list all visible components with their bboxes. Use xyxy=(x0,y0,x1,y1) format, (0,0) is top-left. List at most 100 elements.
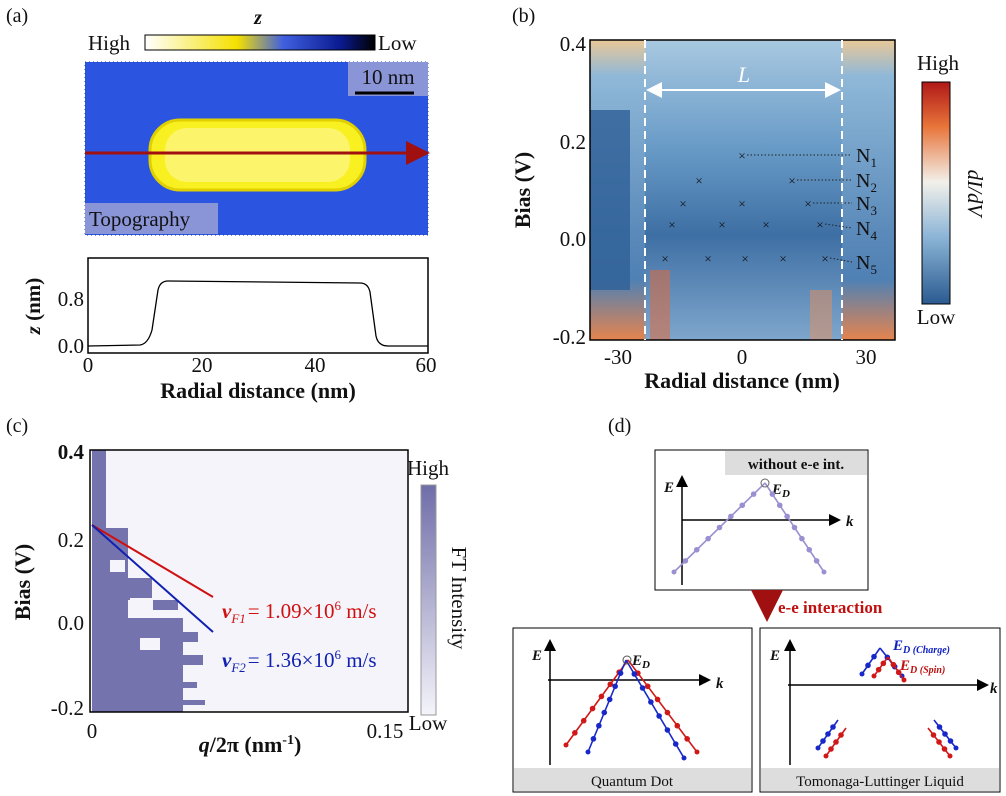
bead xyxy=(639,685,646,691)
state-label: N2 xyxy=(856,170,877,195)
plot-frame xyxy=(589,39,896,341)
colorbar-title: dI/dV xyxy=(963,170,987,219)
diagram-box xyxy=(512,627,753,793)
bead xyxy=(664,709,671,716)
map-region xyxy=(810,290,832,340)
bead xyxy=(865,662,871,669)
x-tick-label: 20 xyxy=(192,353,213,377)
x-tick-label: 60 xyxy=(416,353,437,377)
k-label: k xyxy=(716,676,724,692)
bead xyxy=(825,731,831,737)
y-axis-label: z (nm) xyxy=(21,278,45,336)
end xyxy=(671,569,677,575)
fit-sup: 6 xyxy=(334,647,341,662)
image-label-box xyxy=(85,203,218,234)
title-box xyxy=(725,451,867,475)
leader xyxy=(829,257,853,263)
diagram-title: without e-e int. xyxy=(748,457,844,473)
bead xyxy=(871,653,877,660)
bead xyxy=(601,709,608,716)
dirac-symbol: E xyxy=(771,482,782,498)
cross: × xyxy=(804,196,811,211)
cross: × xyxy=(741,251,748,266)
cross: × xyxy=(738,148,745,163)
y-axis-label: Bias (V) xyxy=(10,544,35,620)
x-label-part: q xyxy=(199,732,210,757)
y-tick-label: 0.2 xyxy=(560,130,586,154)
cross: × xyxy=(762,217,769,232)
bead xyxy=(598,693,605,700)
cross: × xyxy=(821,251,828,266)
bead xyxy=(664,727,671,733)
transition-label: e-e interaction xyxy=(778,598,883,617)
colorbar-low: Low xyxy=(917,305,956,329)
state-label: N1 xyxy=(856,145,877,170)
y-tick-label: 0.8 xyxy=(58,287,84,311)
bead xyxy=(830,724,836,730)
dirac-sub: D (Spin) xyxy=(909,665,945,676)
y-tick-label: 0.0 xyxy=(58,611,84,635)
bead xyxy=(716,524,723,531)
length-label: L xyxy=(737,62,750,87)
x-tick-label: 40 xyxy=(305,353,326,377)
bead xyxy=(654,696,661,703)
y-tick-label: 0.4 xyxy=(58,440,85,464)
x-axis-label: q/2π (nm-1) xyxy=(199,732,302,757)
state-label: N4 xyxy=(856,218,877,243)
end xyxy=(563,742,569,748)
state-symbol: N xyxy=(856,193,870,215)
y-tick-label: 0.2 xyxy=(58,528,84,552)
y-tick-label: 0.4 xyxy=(560,32,587,56)
cross: × xyxy=(695,173,702,188)
spin-label: ED (Spin) xyxy=(899,658,945,676)
y-tick-label: 0.0 xyxy=(58,334,84,358)
bead xyxy=(936,724,943,730)
bead xyxy=(607,681,614,688)
state-symbol: N xyxy=(856,218,870,240)
bead xyxy=(947,738,954,744)
e-label: E xyxy=(769,648,780,664)
colorbar-low: Low xyxy=(378,31,417,55)
state-index: 2 xyxy=(870,180,877,195)
ft-low xyxy=(110,560,160,650)
colorbar xyxy=(921,81,951,305)
bead xyxy=(750,491,757,497)
title-box xyxy=(761,768,999,791)
x-tick-label: 0 xyxy=(87,719,98,743)
bead xyxy=(612,683,618,690)
state-index: 1 xyxy=(870,155,877,170)
state-symbol: N xyxy=(856,252,870,274)
bead xyxy=(895,669,902,676)
y-tick-label: 0.0 xyxy=(560,227,586,251)
dirac-label: ED xyxy=(631,653,650,671)
bead xyxy=(941,746,948,752)
fit-line xyxy=(91,524,214,633)
bead xyxy=(791,524,798,531)
bead xyxy=(674,722,681,729)
diagram-title: Tomonaga-Luttinger Liquid xyxy=(796,774,964,790)
bead xyxy=(769,491,776,497)
dirac-sub: D (Charge) xyxy=(902,645,950,656)
cross: × xyxy=(679,196,686,211)
fit-sub: F2 xyxy=(230,660,246,675)
cross: × xyxy=(816,217,823,232)
y-axis-symbol: z xyxy=(21,325,45,335)
band xyxy=(861,647,881,675)
band xyxy=(887,656,905,681)
x-ticks: 0 20 40 60 xyxy=(83,353,437,377)
state-index: 5 xyxy=(870,262,877,277)
image-label: Topography xyxy=(89,207,191,231)
bead xyxy=(644,683,651,690)
end xyxy=(681,755,687,761)
cross: × xyxy=(779,251,786,266)
fit-label: vF1= 1.09×106 m/s xyxy=(222,598,377,626)
bead xyxy=(693,546,700,553)
x-tick-label: 0 xyxy=(737,345,748,369)
cross: × xyxy=(704,251,711,266)
end xyxy=(585,749,591,755)
bead xyxy=(589,705,596,712)
end xyxy=(953,745,959,751)
end xyxy=(871,673,877,679)
cross: × xyxy=(788,173,795,188)
bead xyxy=(930,732,937,738)
